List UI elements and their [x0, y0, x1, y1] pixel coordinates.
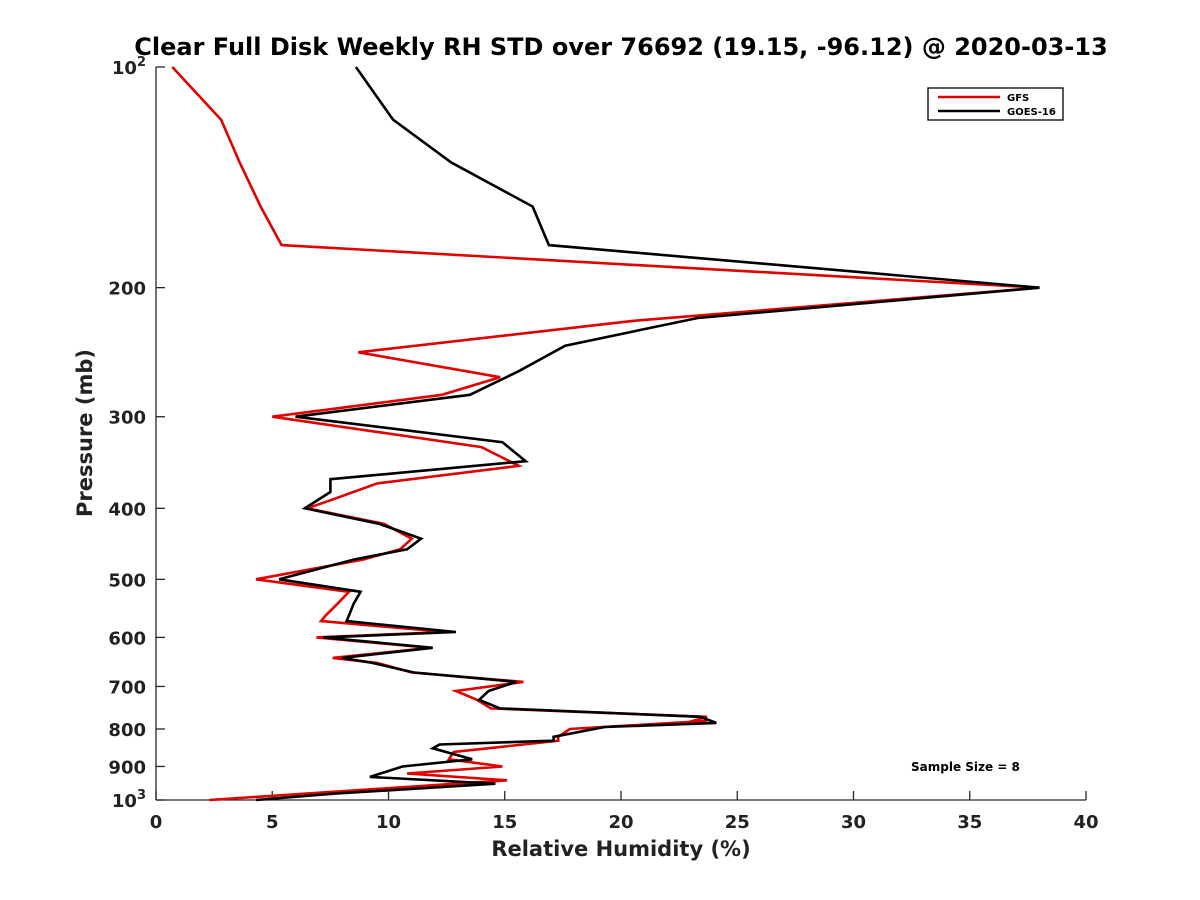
y-axis-label: Pressure (mb) [73, 349, 97, 517]
series-line-goes-16 [255, 66, 1040, 802]
y-tick-label: 700 [108, 677, 146, 698]
sample-size-annotation: Sample Size = 8 [911, 760, 1020, 774]
y-tick-label: 500 [108, 570, 146, 591]
series-group [171, 66, 1040, 802]
legend-label-goes16: GOES-16 [1007, 107, 1056, 118]
chart-title: Clear Full Disk Weekly RH STD over 76692… [134, 33, 1107, 61]
x-tick-label: 40 [1073, 812, 1098, 833]
legend-box [927, 87, 1064, 121]
x-tick-label: 20 [608, 812, 633, 833]
x-tick-label: 30 [841, 812, 866, 833]
y-axis-ticks: 102 200 300 400 500 600 700 800 900 103 [108, 55, 165, 812]
legend: GFS GOES-16 [927, 87, 1064, 121]
x-tick-label: 5 [266, 812, 279, 833]
y-tick-label: 200 [108, 279, 146, 300]
y-tick-label: 800 [108, 720, 146, 741]
series-line-gfs [171, 66, 1040, 802]
x-axis-label: Relative Humidity (%) [491, 837, 750, 861]
x-tick-label: 35 [957, 812, 982, 833]
y-tick-label: 103 [112, 788, 146, 812]
y-tick-label: 600 [108, 628, 146, 649]
x-tick-label: 10 [376, 812, 401, 833]
y-tick-label: 300 [108, 408, 146, 429]
x-tick-label: 15 [492, 812, 517, 833]
y-tick-label: 900 [108, 757, 146, 778]
x-tick-label: 25 [725, 812, 750, 833]
y-tick-label: 400 [108, 499, 146, 520]
x-axis-ticks: 0 5 10 15 20 25 30 35 40 [150, 791, 1099, 833]
x-tick-label: 0 [150, 812, 163, 833]
legend-label-gfs: GFS [1007, 93, 1029, 104]
y-tick-label: 102 [112, 55, 146, 79]
